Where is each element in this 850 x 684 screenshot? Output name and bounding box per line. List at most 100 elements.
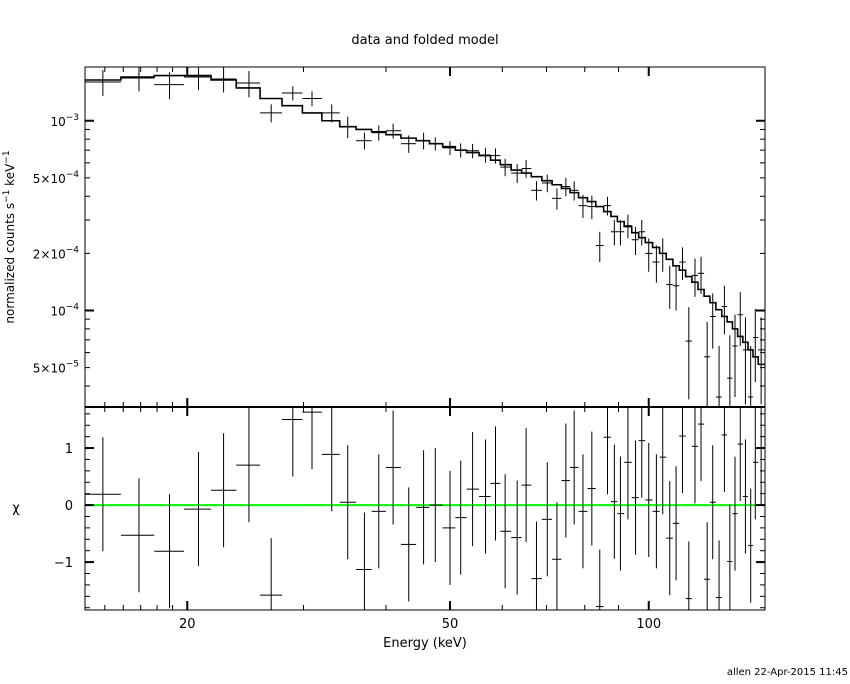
data-point: [659, 238, 667, 272]
residual-point: [561, 423, 571, 538]
residual-point: [531, 521, 542, 610]
residual-point: [617, 456, 625, 571]
data-point: [610, 219, 618, 246]
residual-point: [321, 407, 340, 512]
data-point: [541, 174, 553, 193]
data-point: [666, 265, 673, 309]
data-point: [587, 195, 596, 220]
top-frame: [84, 66, 766, 408]
residual-panel: 20 50 100 1 0 −1: [54, 406, 766, 632]
residual-point: [578, 454, 588, 569]
data-point: [442, 141, 456, 155]
data-point: [302, 91, 322, 107]
data-point: [691, 258, 698, 297]
data-point: [339, 116, 357, 139]
y-tick-exponent: −3: [66, 113, 79, 123]
residual-point: [552, 502, 562, 610]
y-tick-label: 1: [65, 442, 73, 457]
residual-point: [624, 407, 632, 520]
data-point: [595, 231, 604, 263]
data-point: [479, 147, 491, 163]
data-point: [371, 125, 386, 141]
residual-point: [672, 466, 680, 581]
y-tick-exponent: −4: [66, 245, 80, 255]
data-point: [511, 164, 522, 183]
residual-point: [603, 407, 611, 495]
residual-point: [727, 504, 733, 610]
y-tick-exponent: −4: [66, 302, 80, 312]
data-point: [570, 181, 579, 201]
data-point: [466, 143, 480, 159]
y-tick-label: 5×10−5: [33, 360, 79, 376]
residual-point: [184, 452, 212, 567]
y-tick-label: −1: [54, 556, 73, 571]
residual-point: [236, 408, 261, 523]
residual-point: [758, 407, 765, 505]
residual-point: [659, 407, 667, 515]
residual-point: [715, 540, 722, 610]
residual-point: [521, 428, 532, 543]
data-point: [638, 219, 646, 246]
data-point: [385, 123, 401, 139]
residual-point: [638, 407, 646, 498]
y-axis-label-top: normalized counts s−1 keV−1: [2, 150, 17, 323]
x-tick-label: 20: [179, 617, 196, 632]
data-point: [652, 245, 660, 283]
data-point: [721, 285, 728, 335]
y-tick-mantissa: 5×10: [33, 172, 66, 186]
y-tick-label: 2×10−4: [33, 245, 80, 261]
data-point: [752, 308, 759, 382]
data-point: [321, 104, 340, 123]
y-axis-label-bottom: χ: [12, 501, 20, 516]
x-tick-label: 50: [442, 617, 459, 632]
residual-point: [691, 407, 698, 504]
y-tick-label: 0: [65, 499, 73, 514]
residual-point: [610, 444, 618, 559]
residual-point: [85, 437, 121, 552]
residual-point: [631, 440, 639, 555]
residual-point: [479, 439, 491, 554]
ylabel-text2: keV: [3, 163, 17, 190]
y-tick-exponent: −5: [66, 360, 79, 370]
ylabel-sup2: −1: [2, 150, 12, 163]
y-tick-mantissa: 10: [50, 304, 65, 318]
residual-point: [455, 460, 467, 575]
residual-point: [500, 474, 512, 589]
data-point: [685, 307, 692, 400]
data-point: [521, 160, 532, 178]
residual-point: [698, 407, 705, 482]
data-point: [455, 143, 467, 158]
data-point: [429, 137, 443, 151]
y-tick-mantissa: 2×10: [33, 247, 66, 261]
residual-point: [748, 488, 753, 603]
residual-point: [587, 431, 596, 546]
data-point: [617, 219, 625, 246]
data-point: [742, 317, 749, 405]
residual-point: [666, 481, 673, 596]
x-tick-label: 100: [636, 617, 661, 632]
data-point: [282, 86, 303, 101]
data-point: [715, 345, 722, 407]
residual-point: [742, 439, 749, 554]
data-point: [748, 345, 753, 407]
data-point: [603, 196, 611, 216]
residual-point: [154, 494, 185, 609]
y-tick-exponent: −4: [66, 170, 80, 180]
data-point: [704, 321, 710, 407]
data-point: [490, 148, 501, 164]
data-point: [120, 67, 155, 92]
residual-point: [652, 454, 660, 569]
data-point: [211, 67, 237, 93]
data-point: [356, 132, 372, 150]
residual-point: [752, 407, 759, 520]
residual-point: [645, 442, 653, 557]
data-point: [698, 256, 705, 295]
ylabel-sup1: −1: [2, 190, 12, 203]
residual-point: [260, 538, 283, 610]
data-point: [578, 194, 588, 219]
data-point: [236, 70, 261, 98]
y-tick-mantissa: 5×10: [33, 362, 66, 376]
y-tick-label: 5×10−4: [33, 170, 80, 186]
data-point: [154, 72, 185, 100]
